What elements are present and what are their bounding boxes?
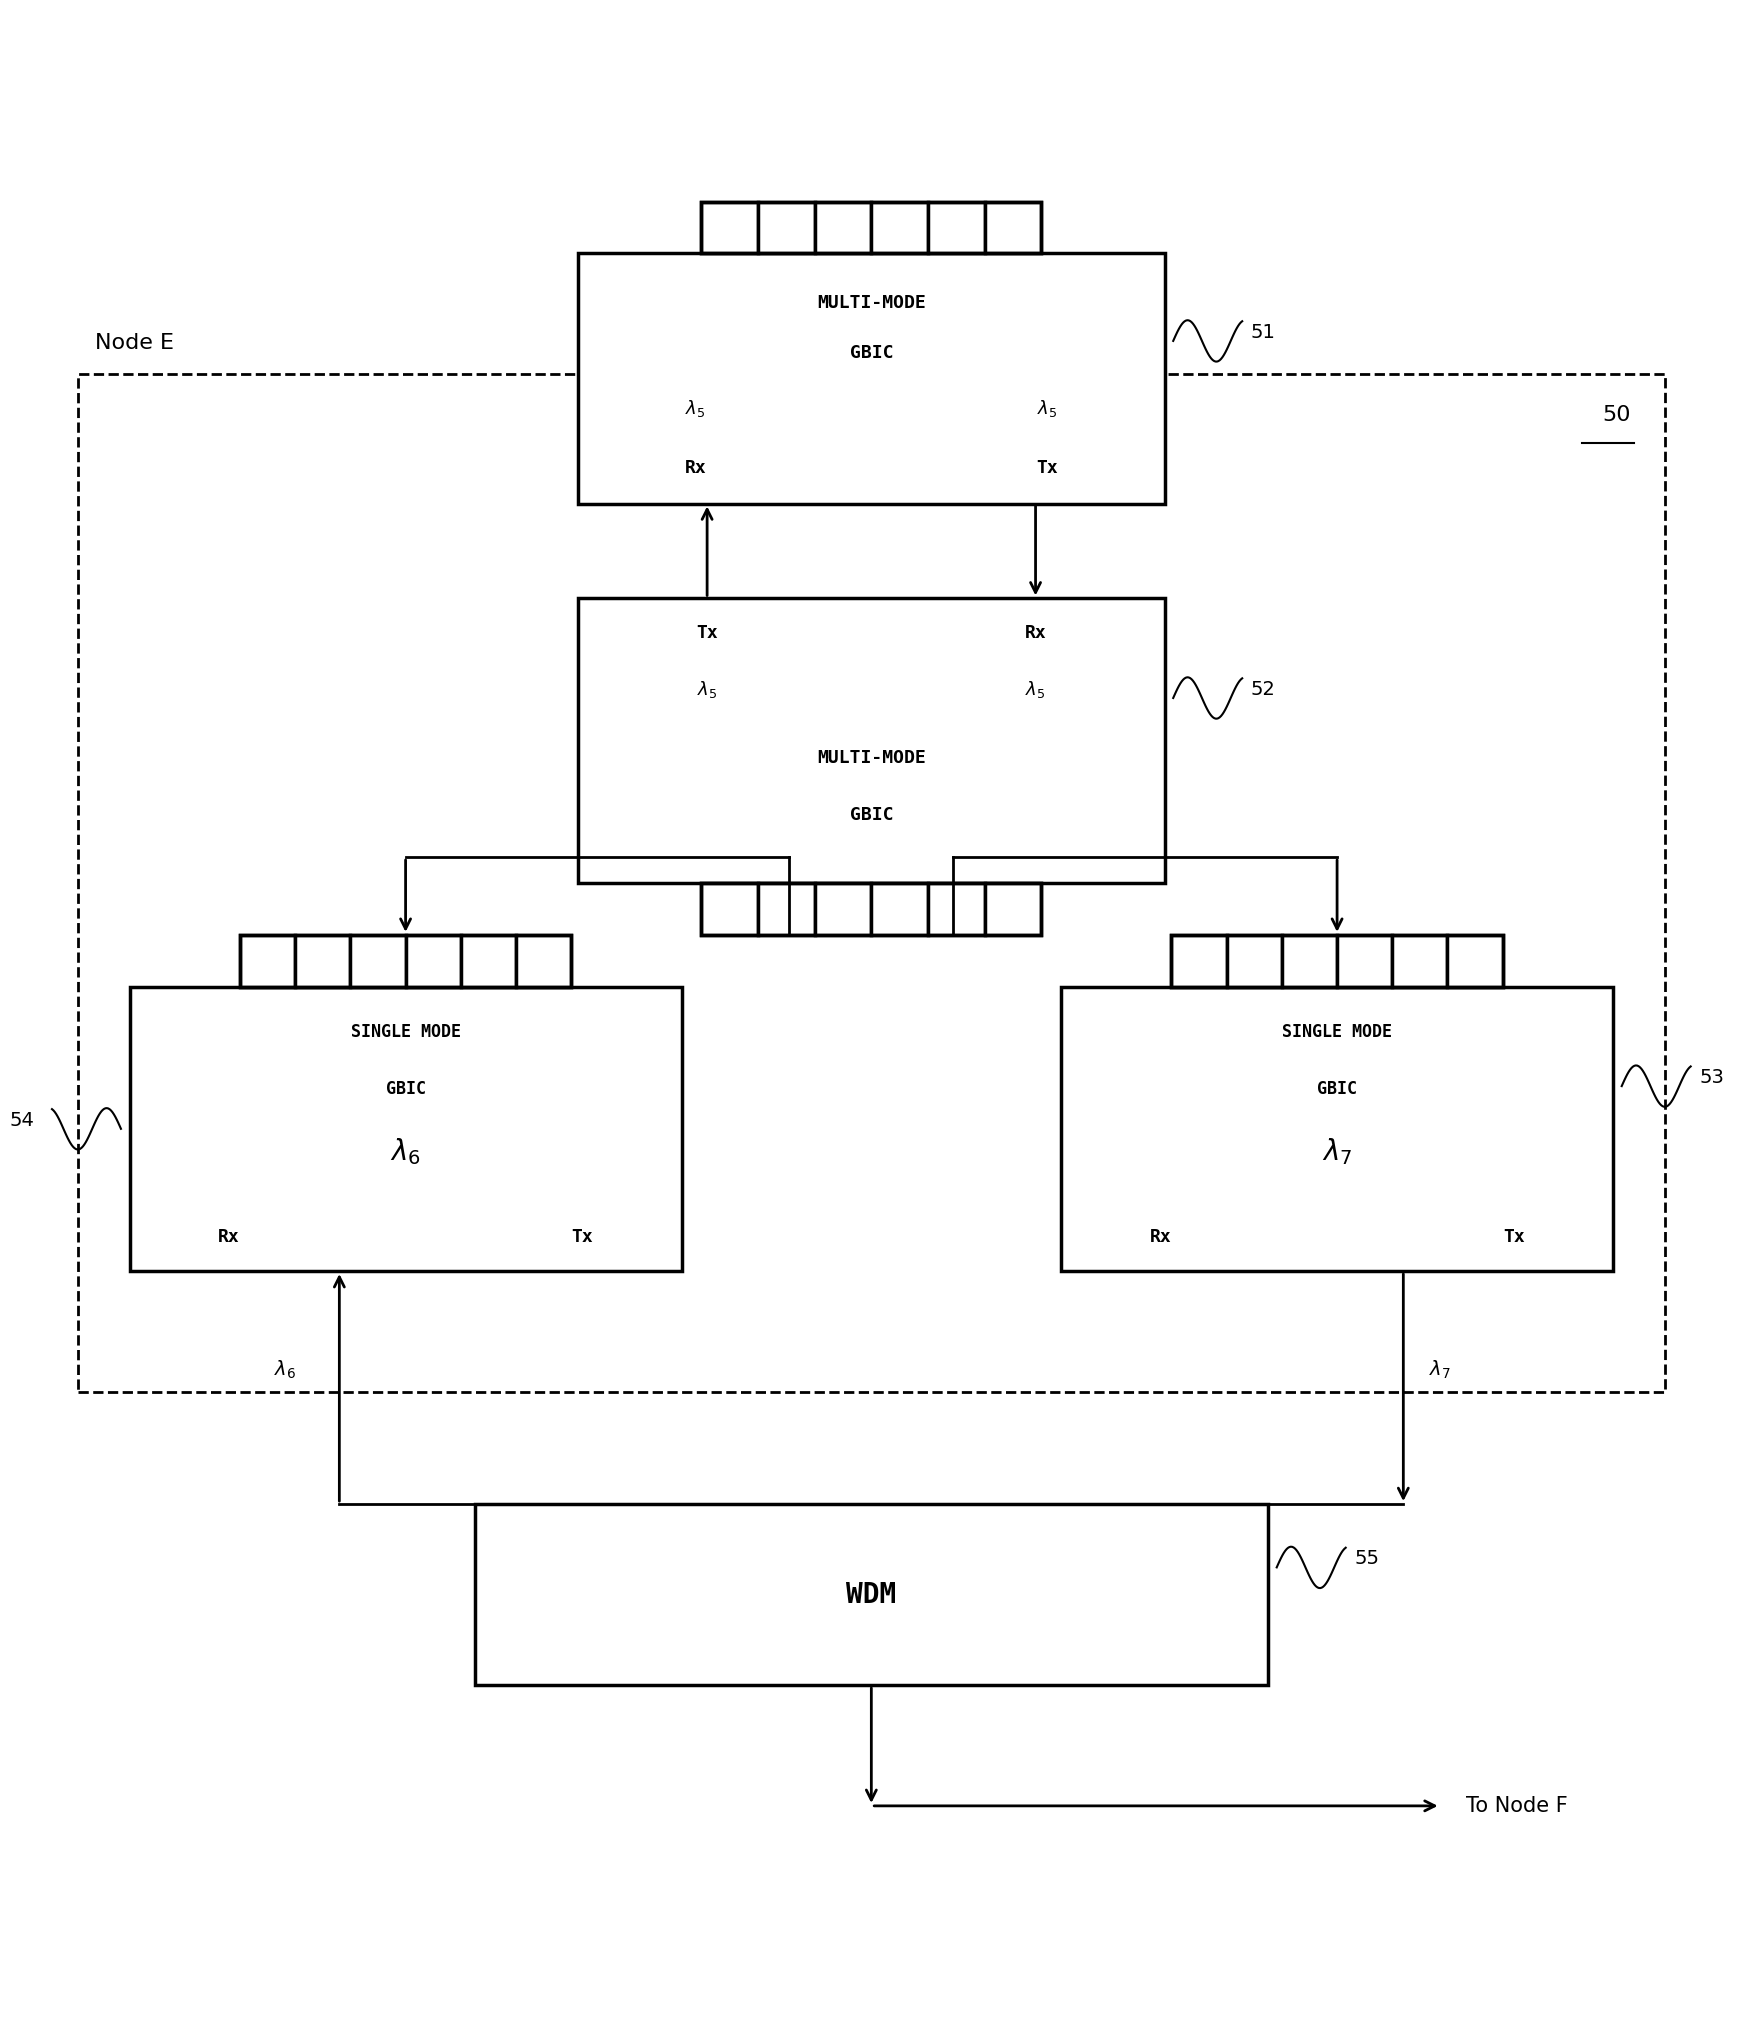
Bar <box>461 935 516 986</box>
Text: Node E: Node E <box>96 333 174 353</box>
Bar <box>240 935 295 986</box>
Text: 53: 53 <box>1700 1068 1724 1086</box>
Bar <box>1448 935 1503 986</box>
Text: $\lambda_6$: $\lambda_6$ <box>275 1360 295 1382</box>
Bar <box>928 202 985 253</box>
Text: Tx: Tx <box>1036 459 1058 478</box>
Bar <box>700 882 1041 935</box>
Bar <box>700 202 758 253</box>
Bar <box>985 202 1041 253</box>
Text: Tx: Tx <box>1503 1227 1524 1246</box>
Text: GBIC: GBIC <box>850 345 893 361</box>
Text: $\lambda_5$: $\lambda_5$ <box>697 678 718 700</box>
Text: SINGLE MODE: SINGLE MODE <box>1283 1023 1392 1041</box>
Text: GBIC: GBIC <box>386 1080 426 1099</box>
Text: GBIC: GBIC <box>1317 1080 1357 1099</box>
Text: $\lambda_5$: $\lambda_5$ <box>1025 678 1046 700</box>
Bar <box>1337 935 1392 986</box>
Text: SINGLE MODE: SINGLE MODE <box>351 1023 461 1041</box>
Bar <box>579 598 1164 882</box>
Text: Rx: Rx <box>217 1227 240 1246</box>
Bar <box>815 202 871 253</box>
Bar <box>871 202 928 253</box>
Text: Tx: Tx <box>572 1227 593 1246</box>
Text: WDM: WDM <box>846 1581 897 1609</box>
Bar <box>579 253 1164 504</box>
Bar <box>700 202 1041 253</box>
Bar <box>1227 935 1283 986</box>
Bar <box>700 882 758 935</box>
Bar <box>351 935 405 986</box>
Bar <box>758 202 815 253</box>
Bar <box>516 935 572 986</box>
Bar <box>758 882 815 935</box>
Bar <box>295 935 351 986</box>
Text: Rx: Rx <box>1025 623 1046 641</box>
Text: 54: 54 <box>10 1111 35 1129</box>
Text: $\lambda_7$: $\lambda_7$ <box>1429 1360 1451 1382</box>
Text: GBIC: GBIC <box>850 807 893 823</box>
Bar <box>815 882 871 935</box>
Bar <box>871 882 928 935</box>
Bar <box>405 935 461 986</box>
Bar <box>1283 935 1337 986</box>
Bar <box>928 882 985 935</box>
Text: $\lambda_5$: $\lambda_5$ <box>1038 398 1057 419</box>
Bar <box>1171 935 1503 986</box>
Text: $\lambda_6$: $\lambda_6$ <box>391 1135 421 1166</box>
Text: To Node F: To Node F <box>1467 1795 1568 1815</box>
Text: 55: 55 <box>1354 1550 1380 1568</box>
Bar <box>78 374 1665 1393</box>
Text: $\lambda_7$: $\lambda_7$ <box>1323 1135 1352 1166</box>
Bar <box>1171 935 1227 986</box>
Bar <box>985 882 1041 935</box>
Text: 51: 51 <box>1251 323 1276 341</box>
Bar <box>130 986 681 1270</box>
Text: $\lambda_5$: $\lambda_5$ <box>685 398 706 419</box>
Text: MULTI-MODE: MULTI-MODE <box>817 294 926 312</box>
Bar <box>1062 986 1613 1270</box>
Text: 50: 50 <box>1602 404 1630 425</box>
Bar <box>1392 935 1448 986</box>
Bar <box>474 1505 1269 1685</box>
Text: Rx: Rx <box>685 459 706 478</box>
Text: Tx: Tx <box>697 623 718 641</box>
Bar <box>240 935 572 986</box>
Text: MULTI-MODE: MULTI-MODE <box>817 749 926 766</box>
Text: Rx: Rx <box>1149 1227 1171 1246</box>
Text: 52: 52 <box>1251 680 1276 698</box>
